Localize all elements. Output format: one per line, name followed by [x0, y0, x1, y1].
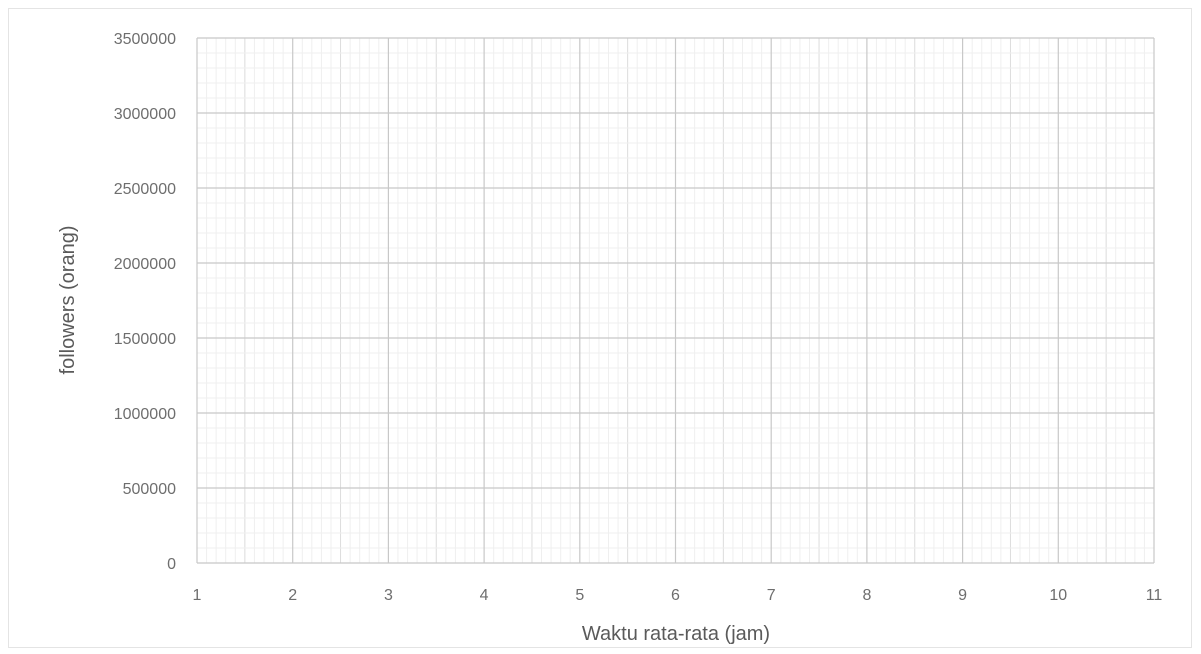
y-tick-label: 1500000 — [114, 331, 176, 348]
y-tick-label: 500000 — [123, 481, 176, 498]
chart-frame — [8, 8, 1192, 648]
x-tick-label: 5 — [575, 587, 584, 604]
x-tick-label: 1 — [193, 587, 202, 604]
x-tick-label: 3 — [384, 587, 393, 604]
y-tick-label: 3500000 — [114, 31, 176, 48]
y-tick-label: 0 — [167, 556, 176, 573]
x-tick-label: 11 — [1146, 587, 1163, 604]
x-tick-label: 4 — [480, 587, 489, 604]
x-tick-label: 9 — [958, 587, 967, 604]
x-axis-title: Waktu rata-rata (jam) — [582, 623, 770, 645]
y-tick-label: 3000000 — [114, 106, 176, 123]
y-tick-labels: 0 500000 1000000 1500000 2000000 2500000 30000… — [114, 31, 176, 573]
x-tick-label: 6 — [671, 587, 680, 604]
x-tick-label: 7 — [767, 587, 776, 604]
major-grid — [196, 37, 1155, 564]
y-tick-label: 2000000 — [114, 256, 176, 273]
x-tick-label: 8 — [862, 587, 871, 604]
x-tick-label: 2 — [288, 587, 297, 604]
x-tick-labels: 1 2 3 4 5 6 7 8 9 10 11 — [193, 587, 1163, 604]
y-tick-label: 1000000 — [114, 406, 176, 423]
y-axis-title: followers (orang) — [57, 226, 79, 375]
y-tick-label: 2500000 — [114, 181, 176, 198]
x-tick-label: 10 — [1049, 587, 1067, 604]
